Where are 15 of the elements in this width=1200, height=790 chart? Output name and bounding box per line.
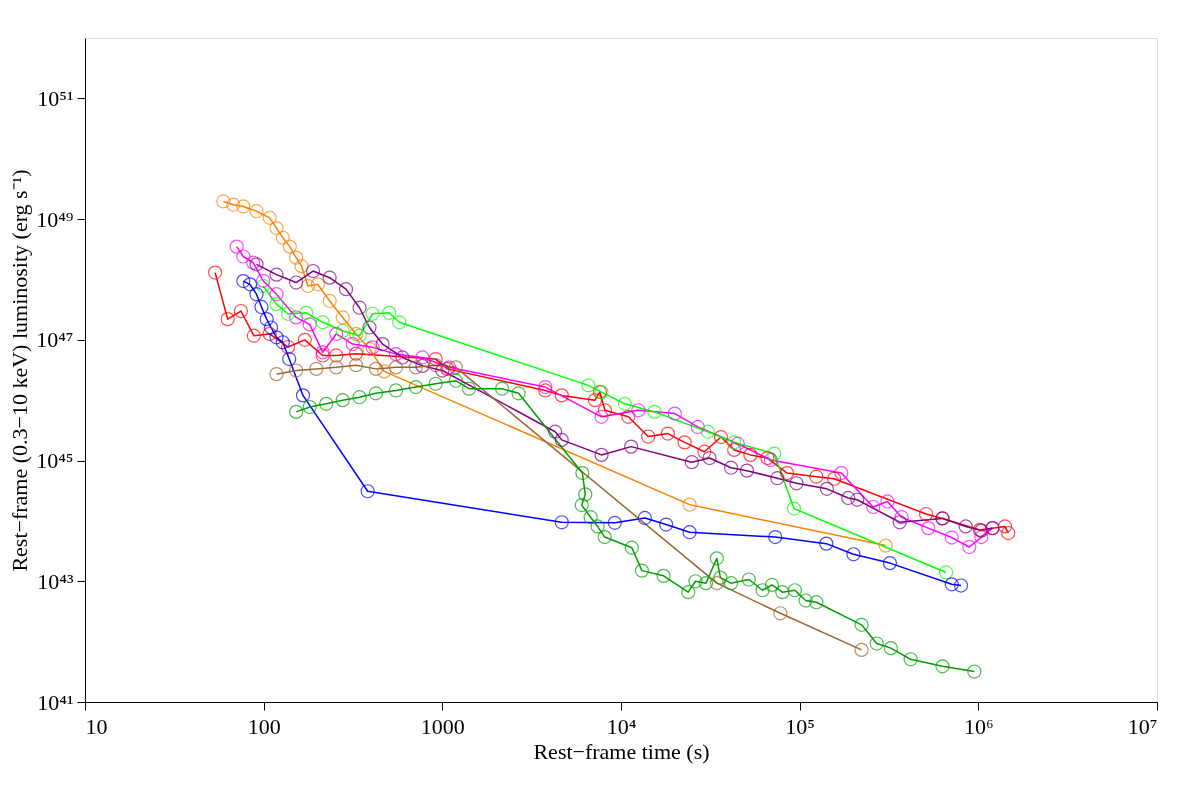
y-tick-label: 10⁴¹ [37, 689, 74, 715]
x-tick-label: 10⁶ [964, 713, 994, 739]
x-tick-label: 10 [85, 713, 108, 739]
y-tick-label: 10⁴⁵ [36, 448, 74, 474]
x-tick-label: 100 [247, 713, 281, 739]
y-tick-label: 10⁵¹ [37, 85, 74, 111]
x-tick-label: 10⁵ [785, 713, 815, 739]
x-axis-title: Rest−frame time (s) [533, 738, 710, 764]
x-tick-label: 1000 [420, 713, 465, 739]
y-axis-title: Rest−frame (0.3−10 keV) luminosity (erg s⁻¹) [7, 169, 33, 572]
y-tick-label: 10⁴³ [37, 568, 74, 594]
y-tick-label: 10⁴⁹ [36, 206, 74, 232]
x-tick-label: 10⁴ [606, 713, 637, 739]
y-tick-label: 10⁴⁷ [36, 327, 74, 353]
x-tick-label: 10⁷ [1127, 713, 1158, 739]
